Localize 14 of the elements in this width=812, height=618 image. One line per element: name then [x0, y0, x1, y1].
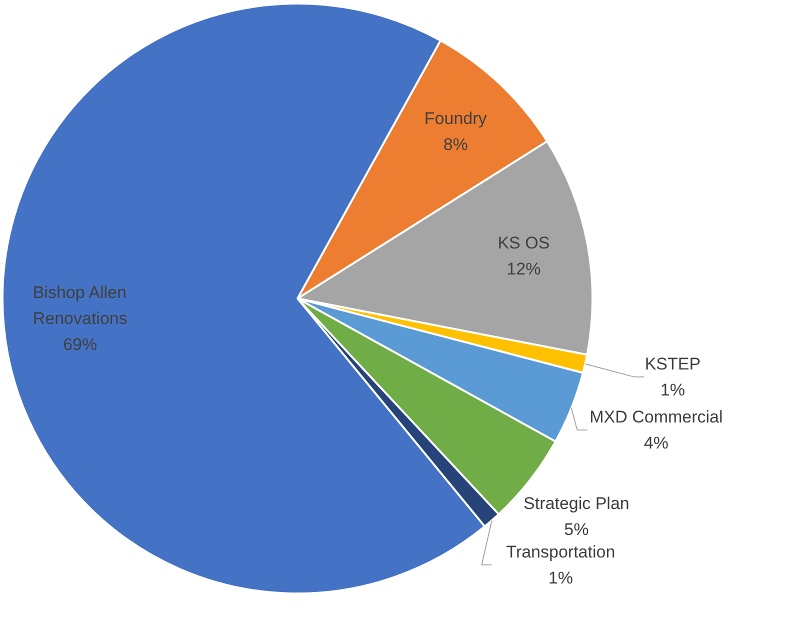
data-label: 5%	[564, 520, 589, 539]
slice-label: KS OS	[498, 234, 550, 253]
slice-label: KSTEP	[644, 354, 701, 374]
slice-label: MXD Commercial	[590, 407, 723, 426]
slice-label: Transportation	[506, 542, 616, 562]
data-label: 4%	[644, 433, 668, 452]
data-label: 69%	[63, 334, 98, 354]
data-label: 12%	[506, 260, 541, 279]
slice-label: Foundry	[424, 108, 488, 128]
data-label: 1%	[548, 568, 573, 588]
slice-label: Strategic Plan	[524, 494, 630, 513]
data-label: 8%	[443, 134, 468, 154]
slice-label: Bishop Allen Renovations	[32, 282, 128, 328]
data-label: 1%	[660, 380, 685, 400]
